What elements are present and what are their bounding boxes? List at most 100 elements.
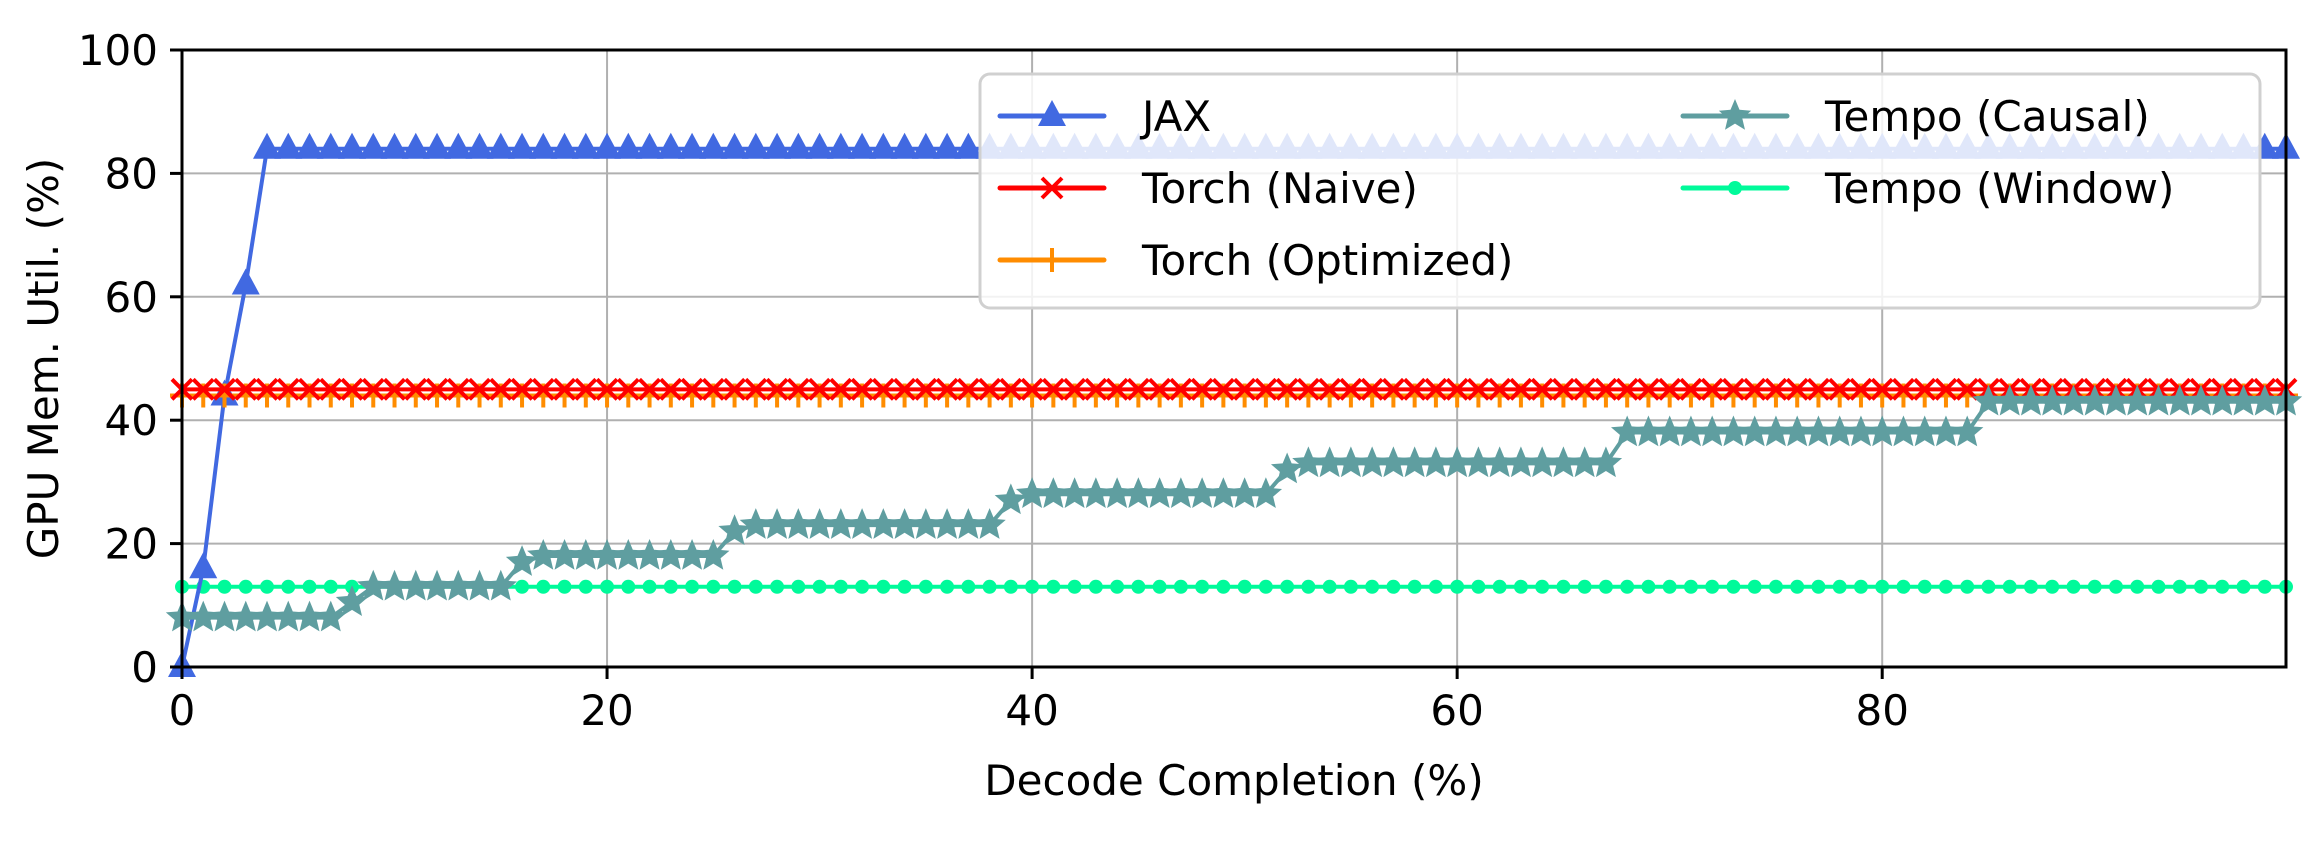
- data-point: [1015, 477, 1049, 508]
- data-point: [1759, 415, 1793, 447]
- data-point: [1573, 377, 1597, 401]
- data-point: [1849, 377, 1873, 401]
- data-point: [2130, 579, 2145, 594]
- data-point: [1993, 384, 2026, 416]
- data-point: [1530, 377, 1554, 401]
- data-point: [614, 132, 643, 159]
- data-point: [361, 377, 385, 401]
- data-point: [808, 377, 831, 401]
- data-point: [335, 585, 369, 616]
- data-point: [805, 132, 834, 159]
- x-tick-label: 80: [1855, 686, 1908, 735]
- data-point: [1249, 477, 1283, 508]
- x-axis-label: Decode Completion (%): [984, 756, 1483, 805]
- legend-label: Tempo (Causal): [1824, 92, 2150, 141]
- legend-marker: [1040, 248, 1064, 272]
- data-point: [1504, 446, 1538, 478]
- data-point: [536, 579, 551, 594]
- data-point: [208, 600, 241, 632]
- y-tick-label: 0: [131, 643, 158, 692]
- data-point: [2002, 579, 2017, 594]
- data-point: [1258, 579, 1273, 594]
- data-point: [1556, 579, 1571, 594]
- data-point: [229, 600, 262, 632]
- series-tempo-window: [175, 579, 2293, 594]
- plot-frame: [180, 48, 2288, 669]
- data-point: [1637, 377, 1660, 401]
- data-point: [340, 377, 364, 401]
- data-point: [1233, 377, 1257, 401]
- legend-marker: [1038, 100, 1066, 126]
- data-point: [1972, 384, 2005, 416]
- data-point: [1381, 377, 1405, 401]
- data-point: [1547, 446, 1580, 478]
- data-point: [654, 538, 687, 570]
- data-point: [935, 377, 959, 401]
- data-point: [1832, 579, 1847, 594]
- data-point: [2057, 384, 2090, 416]
- data-point: [1088, 579, 1103, 594]
- data-point: [2023, 579, 2038, 594]
- data-point: [1318, 377, 1342, 401]
- data-point: [893, 377, 917, 401]
- data-point: [869, 132, 898, 159]
- data-point: [189, 552, 218, 579]
- data-point: [1003, 579, 1018, 594]
- data-point: [557, 579, 572, 594]
- data-point: [1301, 579, 1316, 594]
- data-point: [612, 538, 645, 570]
- data-point: [1658, 377, 1682, 401]
- data-point: [255, 377, 279, 401]
- data-point: [1025, 579, 1040, 594]
- data-point: [760, 508, 794, 539]
- data-point: [2151, 579, 2166, 594]
- data-point: [231, 268, 260, 295]
- data-point: [489, 377, 513, 401]
- data-point: [1598, 579, 1613, 594]
- data-point: [952, 508, 985, 539]
- data-point: [484, 569, 517, 601]
- data-point: [1960, 579, 1975, 594]
- data-point: [1632, 415, 1665, 447]
- data-point: [2236, 579, 2251, 594]
- data-point: [914, 377, 938, 401]
- data-point: [770, 579, 785, 594]
- data-point: [298, 377, 321, 401]
- x-tick-label: 60: [1430, 686, 1483, 735]
- data-point: [1152, 579, 1167, 594]
- legend-item-torch-naive: Torch (Naive): [997, 164, 1418, 213]
- data-point: [829, 377, 853, 401]
- legend-label: JAX: [1139, 92, 1211, 141]
- legend-marker: [1718, 99, 1752, 130]
- data-point: [2078, 384, 2111, 416]
- legend-label: Tempo (Window): [1824, 164, 2174, 213]
- data-point: [2121, 384, 2154, 416]
- data-point: [1981, 579, 1996, 594]
- data-point: [2099, 384, 2133, 416]
- data-point: [578, 579, 593, 594]
- data-point: [1611, 415, 1644, 447]
- data-point: [1525, 446, 1559, 478]
- data-point: [444, 132, 473, 159]
- data-point: [633, 538, 666, 570]
- data-point: [529, 132, 558, 159]
- data-point: [2227, 384, 2260, 416]
- data-point: [1908, 415, 1941, 447]
- data-point: [1386, 579, 1401, 594]
- data-point: [420, 569, 454, 601]
- data-point: [250, 600, 284, 632]
- data-point: [1270, 452, 1304, 484]
- data-point: [638, 377, 661, 401]
- data-point: [1185, 477, 1219, 508]
- data-point: [272, 600, 305, 632]
- data-point: [1913, 377, 1937, 401]
- data-point: [1339, 377, 1363, 401]
- data-point: [1365, 579, 1380, 594]
- data-point: [791, 579, 806, 594]
- data-point: [1275, 377, 1299, 401]
- data-point: [295, 132, 324, 159]
- data-point: [718, 514, 751, 546]
- data-point: [527, 538, 560, 570]
- data-point: [338, 132, 367, 159]
